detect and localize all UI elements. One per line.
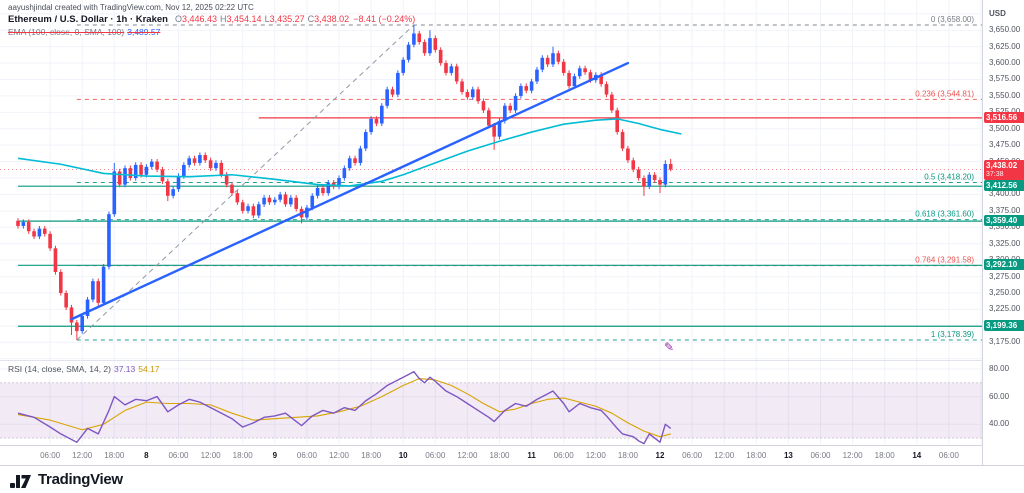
time-label: 06:00 xyxy=(682,451,703,460)
price-tick-label: 3,375.00 xyxy=(989,205,1021,215)
price-tick-label: 3,575.00 xyxy=(989,74,1021,84)
rsi-band xyxy=(0,382,982,439)
price-tick-label: 3,475.00 xyxy=(989,140,1021,150)
price-tick-label: 3,650.00 xyxy=(989,25,1021,35)
fib-retracement: 0 (3,658.00) 0.236 (3,544.81) 0.5 (3,418.2… xyxy=(76,15,982,341)
trendline xyxy=(70,61,630,321)
rsi-tick-label: 80.00 xyxy=(989,363,1010,373)
time-label: 06:00 xyxy=(810,451,831,460)
date-label: 12 xyxy=(655,451,665,460)
time-label: 12:00 xyxy=(200,451,221,460)
time-label: 18:00 xyxy=(361,451,382,460)
support-price-badge: 3,292.10 xyxy=(984,259,1024,271)
price-tick-label: 3,275.00 xyxy=(989,271,1021,281)
tradingview-wordmark[interactable]: TradingView xyxy=(38,471,123,488)
date-label: 13 xyxy=(783,451,793,460)
date-label: 9 xyxy=(272,451,278,460)
pane-divider[interactable] xyxy=(0,360,1024,361)
price-tick-label: 3,525.00 xyxy=(989,107,1020,117)
price-tick-label: 3,500.00 xyxy=(989,123,1021,133)
time-label: 06:00 xyxy=(296,451,317,460)
svg-text:0.618 (3,361.60): 0.618 (3,361.60) xyxy=(915,210,974,219)
support-price-badge: 3,412.56 xyxy=(984,180,1024,192)
svg-text:0.764 (3,291.58): 0.764 (3,291.58) xyxy=(915,256,974,265)
time-label: 18:00 xyxy=(874,451,895,460)
svg-text:1 (3,178.39): 1 (3,178.39) xyxy=(931,330,974,339)
date-label: 14 xyxy=(912,451,922,460)
time-label: 12:00 xyxy=(72,451,93,460)
swing-baseline xyxy=(76,24,415,341)
time-label: 06:00 xyxy=(553,451,574,460)
time-label: 12:00 xyxy=(328,451,350,460)
grid-lines xyxy=(0,0,982,445)
time-label: 12:00 xyxy=(842,451,863,460)
current-price-badge: 3,438.02 37:38 xyxy=(984,160,1024,181)
support-price-badge: 3,359.40 xyxy=(984,215,1024,227)
time-label: 12:00 xyxy=(585,451,606,460)
price-tick-label: 3,550.00 xyxy=(989,90,1021,100)
price-axis[interactable]: USD 3,650.00 3,625.00 3,600.00 3,575.00 3,55… xyxy=(982,0,1024,465)
time-label: 06:00 xyxy=(40,451,61,460)
candles xyxy=(16,24,673,341)
price-tick-label: 3,625.00 xyxy=(989,41,1021,51)
price-tick-label: 3,350.00 xyxy=(989,222,1021,232)
rsi-tick-label: 60.00 xyxy=(989,391,1010,401)
time-label: 18:00 xyxy=(104,451,125,460)
resistance-price-badge: 3,516.56 xyxy=(984,111,1024,123)
price-tick-label: 3,325.00 xyxy=(989,238,1021,248)
price-tick-label: 3,400.00 xyxy=(989,189,1021,199)
rsi-sma-line xyxy=(17,378,671,438)
date-label: 10 xyxy=(398,451,408,460)
price-tick-label: 3,175.00 xyxy=(989,337,1021,347)
main-chart-canvas[interactable]: 0 (3,658.00) 0.236 (3,544.81) 0.5 (3,418.2… xyxy=(0,0,982,445)
svg-text:0.236 (3,544.81): 0.236 (3,544.81) xyxy=(915,89,974,98)
time-axis[interactable]: 06:00 12:00 18:00 8 06:00 12:00 18:00 9 06:00 12:… xyxy=(0,445,982,465)
time-label: 18:00 xyxy=(232,451,253,460)
rsi-tick-label: 40.00 xyxy=(989,419,1010,429)
date-label: 8 xyxy=(144,451,149,460)
price-tick-label: 3,225.00 xyxy=(989,304,1021,314)
time-label: 06:00 xyxy=(168,451,189,460)
tradingview-logo-icon[interactable] xyxy=(10,472,32,488)
price-tick-label: 3,250.00 xyxy=(989,287,1021,297)
axis-currency-label[interactable]: USD xyxy=(989,9,1006,18)
date-label: 11 xyxy=(527,451,536,460)
time-label: 06:00 xyxy=(938,451,959,460)
rsi-line xyxy=(17,370,672,445)
price-tick-label: 3,600.00 xyxy=(989,58,1021,68)
svg-text:0 (3,658.00): 0 (3,658.00) xyxy=(931,15,974,24)
drawing-pencil-icon: ✎ xyxy=(664,340,675,354)
time-label: 12:00 xyxy=(714,451,735,460)
time-label: 18:00 xyxy=(489,451,510,460)
svg-text:0.5 (3,418.20): 0.5 (3,418.20) xyxy=(924,172,974,181)
time-label: 18:00 xyxy=(746,451,767,460)
footer-bar: TradingView xyxy=(0,465,1024,493)
ema-line xyxy=(17,118,682,187)
time-label: 12:00 xyxy=(457,451,478,460)
support-price-badge: 3,199.36 xyxy=(984,320,1024,332)
time-label: 18:00 xyxy=(617,451,638,460)
time-label: 06:00 xyxy=(425,451,446,460)
